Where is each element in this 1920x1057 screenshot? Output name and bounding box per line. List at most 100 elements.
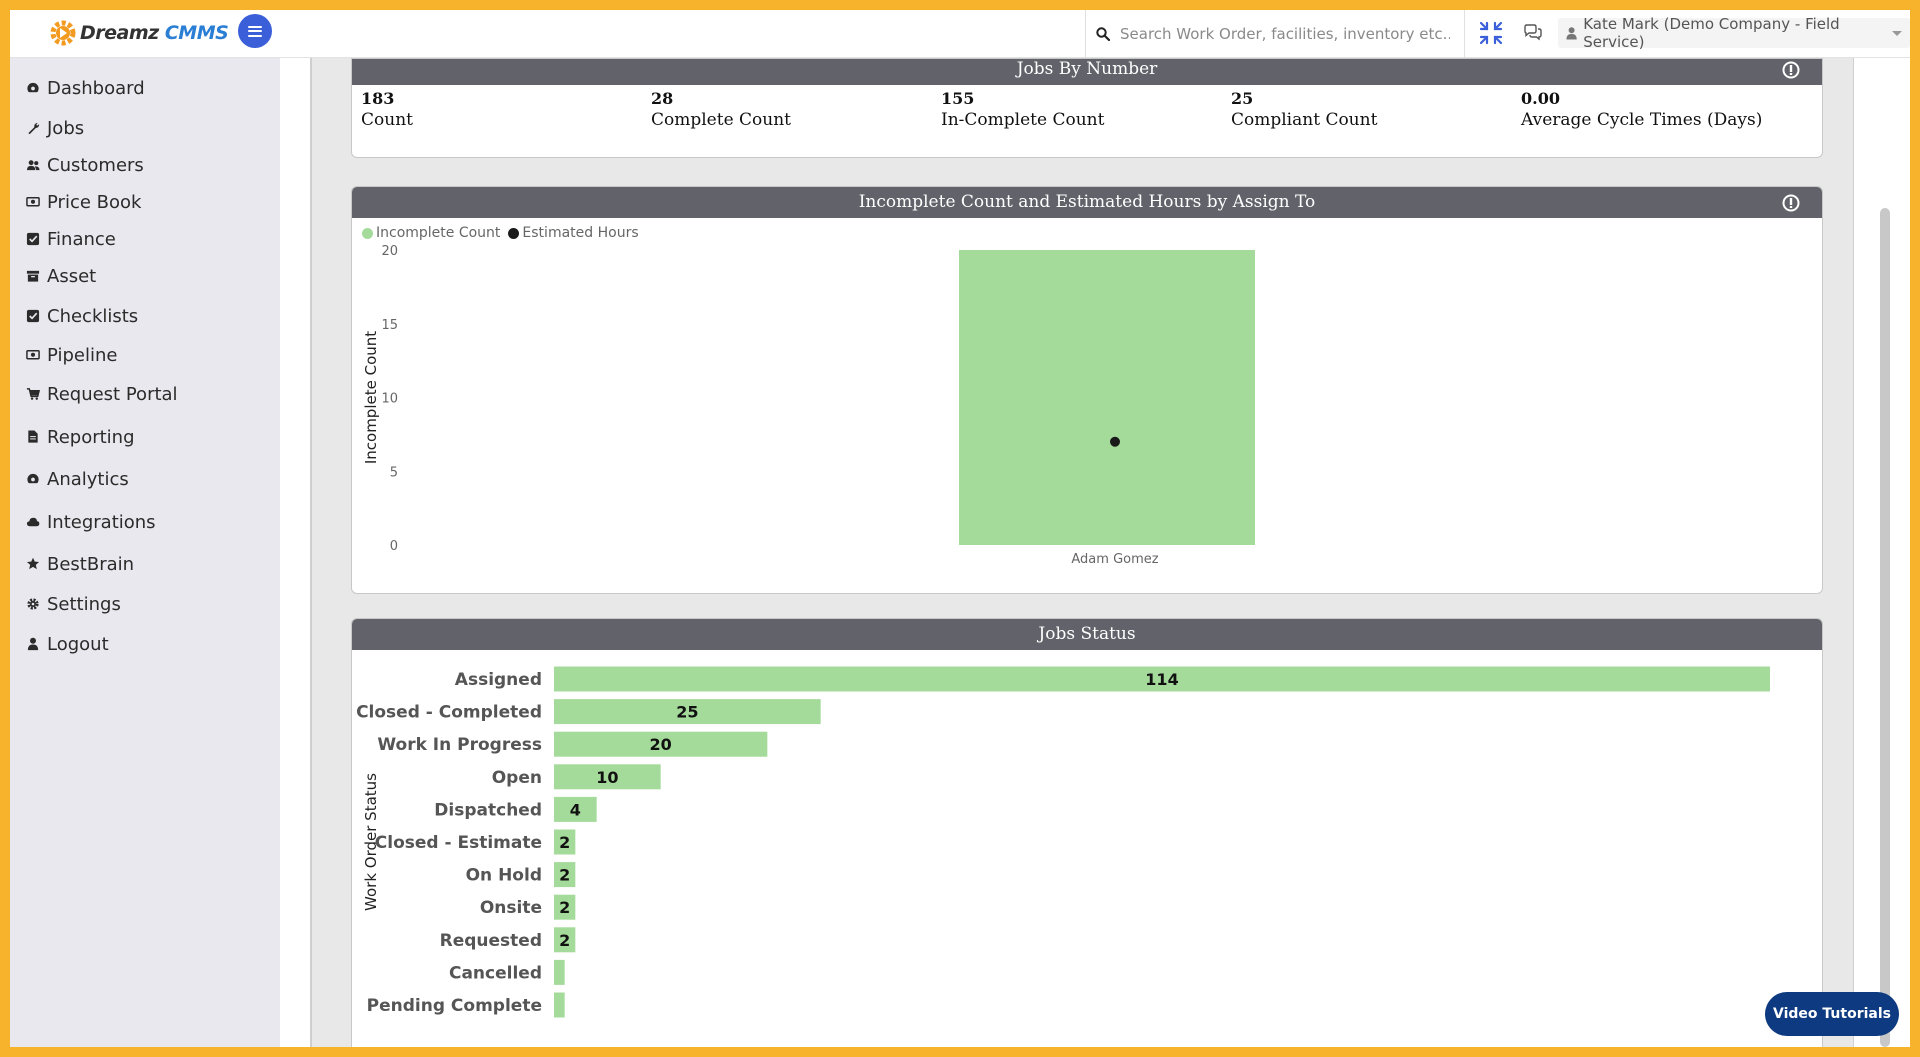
hamburger-icon xyxy=(248,25,262,37)
dashboard-icon xyxy=(27,473,39,486)
status-bar[interactable] xyxy=(554,862,576,888)
chat-icon[interactable] xyxy=(1523,23,1543,43)
bar-incomplete-count[interactable] xyxy=(959,250,1255,545)
sidebar-item-pipeline[interactable]: Pipeline xyxy=(26,342,117,368)
stat-value: 0.00 xyxy=(1521,89,1560,108)
legend-label: Estimated Hours xyxy=(522,225,639,241)
sidebar-item-label: Customers xyxy=(47,154,144,176)
status-bar[interactable] xyxy=(554,829,576,855)
y-tick-label: 10 xyxy=(381,392,398,407)
stat-compliant-count: 25 Compliant Count xyxy=(1231,89,1377,131)
sidebar: Dashboard Jobs Customers Price Book Finance A… xyxy=(10,58,280,1047)
search-icon xyxy=(1096,27,1110,41)
status-bar[interactable] xyxy=(554,666,1770,692)
brand-main: Dreamz xyxy=(80,22,159,44)
video-tutorials-button[interactable]: Video Tutorials xyxy=(1765,992,1899,1036)
search-box xyxy=(1085,10,1465,58)
category-label: Closed - Completed xyxy=(356,703,542,723)
stat-label: Count xyxy=(361,110,413,130)
category-label: Pending Complete xyxy=(367,996,542,1016)
money-icon xyxy=(26,197,40,207)
sidebar-item-logout[interactable]: Logout xyxy=(26,631,109,657)
money-icon xyxy=(26,350,40,360)
logo[interactable]: Dreamz CMMS xyxy=(48,16,229,50)
y-tick-label: 0 xyxy=(390,539,398,554)
stat-value: 183 xyxy=(361,89,395,108)
stat-value: 155 xyxy=(941,89,975,108)
category-label: Onsite xyxy=(480,898,542,918)
sidebar-item-bestbrain[interactable]: BestBrain xyxy=(26,551,134,577)
jobs-status-panel: Jobs Status Work Order Status Assigned 114… xyxy=(351,618,1823,1047)
data-label: 25 xyxy=(676,703,698,722)
app-window: Dreamz CMMS xyxy=(10,10,1910,1047)
sidebar-item-label: Finance xyxy=(47,228,116,250)
status-bar[interactable] xyxy=(554,894,576,920)
jobs-by-number-title: Jobs By Number xyxy=(1016,59,1158,79)
status-bar[interactable] xyxy=(554,796,597,822)
sidebar-item-analytics[interactable]: Analytics xyxy=(26,466,129,492)
compress-icon[interactable] xyxy=(1478,20,1504,46)
check-square-icon xyxy=(26,232,40,246)
legend-dot xyxy=(362,227,373,239)
data-label: 2 xyxy=(559,833,570,852)
legend-item-incomplete-count[interactable]: Incomplete Count xyxy=(362,225,500,241)
cloud-icon xyxy=(26,517,40,527)
category-label: Assigned xyxy=(455,670,542,690)
category-label: Dispatched xyxy=(434,800,542,820)
y-axis-label: Incomplete Count xyxy=(362,331,380,464)
sidebar-item-label: Dashboard xyxy=(47,77,145,99)
legend-item-estimated-hours[interactable]: Estimated Hours xyxy=(508,225,639,241)
user-icon xyxy=(1566,27,1577,40)
data-label: 20 xyxy=(650,735,672,754)
status-bar[interactable] xyxy=(554,731,768,757)
info-icon[interactable] xyxy=(1782,61,1800,79)
cart-icon xyxy=(26,388,40,400)
sidebar-item-label: Price Book xyxy=(47,191,142,213)
status-bar[interactable] xyxy=(554,699,821,725)
search-input[interactable] xyxy=(1120,25,1450,43)
chevron-down-icon xyxy=(1892,30,1902,36)
file-icon xyxy=(28,430,38,443)
sidebar-item-dashboard[interactable]: Dashboard xyxy=(26,75,145,101)
sidebar-item-settings[interactable]: Settings xyxy=(26,591,121,617)
jobs-by-number-panel: Jobs By Number 183 Count 28 Complete Cou… xyxy=(351,58,1823,158)
sidebar-item-jobs[interactable]: Jobs xyxy=(26,115,84,141)
stat-average-cycle-time: 0.00 Average Cycle Times (Days) xyxy=(1521,89,1762,131)
info-icon[interactable] xyxy=(1782,194,1800,212)
scrollbar-thumb[interactable] xyxy=(1880,208,1890,1047)
sidebar-item-finance[interactable]: Finance xyxy=(26,226,116,252)
sidebar-item-asset[interactable]: Asset xyxy=(26,263,96,289)
sidebar-item-reporting[interactable]: Reporting xyxy=(26,424,135,450)
legend-label: Incomplete Count xyxy=(376,225,501,241)
jobs-status-header: Jobs Status xyxy=(352,619,1822,650)
star-icon xyxy=(26,557,40,570)
sidebar-item-integrations[interactable]: Integrations xyxy=(26,509,156,535)
sidebar-item-request-portal[interactable]: Request Portal xyxy=(26,381,178,407)
status-bar[interactable] xyxy=(554,927,576,953)
incomplete-count-title: Incomplete Count and Estimated Hours by … xyxy=(858,192,1316,212)
incomplete-count-header: Incomplete Count and Estimated Hours by … xyxy=(352,187,1822,218)
point-estimated-hours[interactable] xyxy=(1110,436,1120,447)
jobs-status-title: Jobs Status xyxy=(1038,624,1136,644)
category-label: Work In Progress xyxy=(377,735,542,755)
data-label: 114 xyxy=(1145,670,1178,689)
menu-toggle-button[interactable] xyxy=(238,14,272,48)
incomplete-count-chart: 0 5 10 15 20 Incomplete Count Adam Gomez xyxy=(362,244,1255,567)
user-menu[interactable]: Kate Mark (Demo Company - Field Service) xyxy=(1558,15,1910,51)
gear-icon xyxy=(27,598,39,610)
status-bar[interactable] xyxy=(554,992,565,1018)
sidebar-item-label: Reporting xyxy=(47,426,135,448)
stat-value: 25 xyxy=(1231,89,1254,108)
sidebar-item-price-book[interactable]: Price Book xyxy=(26,189,141,215)
sidebar-item-customers[interactable]: Customers xyxy=(26,152,144,178)
sidebar-item-checklists[interactable]: Checklists xyxy=(26,303,138,329)
incomplete-count-panel: Incomplete Count and Estimated Hours by … xyxy=(351,186,1823,594)
status-bar[interactable] xyxy=(554,959,565,985)
data-label: 4 xyxy=(570,800,581,819)
chart-legend: Incomplete Count Estimated Hours xyxy=(362,225,647,241)
top-bar: Dreamz CMMS xyxy=(10,10,1910,58)
status-bar[interactable] xyxy=(554,764,661,790)
stat-count: 183 Count xyxy=(361,89,413,131)
data-label: 2 xyxy=(559,931,570,950)
sidebar-item-label: BestBrain xyxy=(47,553,135,575)
